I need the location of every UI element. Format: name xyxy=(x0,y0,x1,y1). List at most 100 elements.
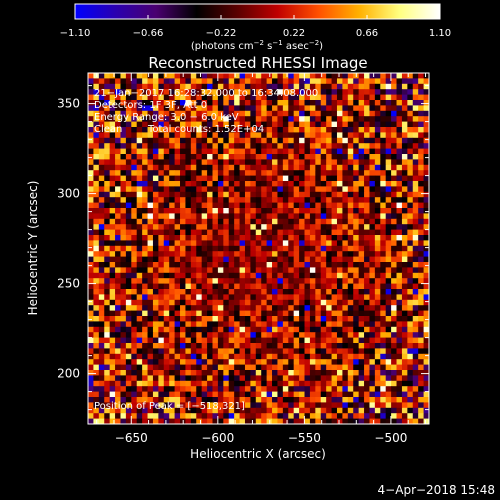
heatmap-cell xyxy=(336,370,343,376)
heatmap-cell xyxy=(196,186,203,193)
heatmap-cell xyxy=(315,294,322,301)
heatmap-cell xyxy=(93,267,100,274)
heatmap-cell xyxy=(163,402,170,409)
heatmap-cell xyxy=(201,370,208,376)
heatmap-cell xyxy=(239,353,246,360)
heatmap-cell xyxy=(207,202,213,209)
heatmap-cell xyxy=(396,316,403,322)
heatmap-cell xyxy=(196,218,203,225)
heatmap-cell xyxy=(125,202,132,209)
heatmap-cell xyxy=(244,132,251,139)
heatmap-cell xyxy=(385,94,392,101)
heatmap-cell xyxy=(109,326,116,333)
heatmap-cell xyxy=(282,208,289,214)
heatmap-cell xyxy=(244,229,251,236)
heatmap-cell xyxy=(180,262,186,268)
heatmap-cell xyxy=(331,267,338,274)
heatmap-cell xyxy=(412,283,419,290)
heatmap-cell xyxy=(104,181,111,187)
heatmap-cell xyxy=(158,137,165,144)
heatmap-cell xyxy=(320,359,327,365)
heatmap-cell xyxy=(93,251,100,257)
heatmap-cell xyxy=(407,267,414,274)
heatmap-cell xyxy=(98,332,105,338)
heatmap-cell xyxy=(201,294,208,301)
heatmap-cell xyxy=(201,159,208,166)
heatmap-cell xyxy=(212,224,219,230)
heatmap-cell xyxy=(326,213,332,220)
x-tick-label-2: −550 xyxy=(288,431,321,445)
heatmap-cell xyxy=(201,380,208,387)
heatmap-cell xyxy=(125,364,132,371)
heatmap-cell xyxy=(261,326,268,333)
heatmap-cell xyxy=(304,386,311,392)
heatmap-cell xyxy=(152,105,159,112)
heatmap-cell xyxy=(266,326,273,333)
heatmap-cell xyxy=(93,283,100,290)
heatmap-cell xyxy=(212,181,219,187)
heatmap-cell xyxy=(169,191,175,198)
heatmap-cell xyxy=(261,353,268,360)
heatmap-cell xyxy=(282,73,289,79)
heatmap-cell xyxy=(364,181,370,187)
heatmap-cell xyxy=(228,418,235,424)
heatmap-cell xyxy=(115,278,121,284)
heatmap-cell xyxy=(180,148,186,155)
heatmap-cell xyxy=(142,337,148,344)
heatmap-cell xyxy=(147,364,154,371)
heatmap-cell xyxy=(174,110,181,117)
heatmap-cell xyxy=(401,332,408,338)
heatmap-cell xyxy=(201,164,208,171)
heatmap-cell xyxy=(207,418,213,424)
colorbar-frame xyxy=(74,3,441,20)
heatmap-cell xyxy=(309,170,316,176)
heatmap-cell xyxy=(336,229,343,236)
heatmap-cell xyxy=(142,407,148,414)
heatmap-cell xyxy=(391,105,397,112)
heatmap-cell xyxy=(152,127,159,133)
heatmap-cell xyxy=(250,305,257,311)
heatmap-cell xyxy=(98,316,105,322)
heatmap-cell xyxy=(185,413,192,419)
heatmap-cell xyxy=(423,127,429,133)
heatmap-cell xyxy=(272,213,278,220)
heatmap-cell xyxy=(272,294,278,301)
heatmap-cell xyxy=(239,83,246,90)
heatmap-cell xyxy=(185,73,192,79)
heatmap-cell xyxy=(266,402,273,409)
heatmap-cell xyxy=(293,148,300,155)
heatmap-cell xyxy=(223,337,230,344)
heatmap-cell xyxy=(228,316,235,322)
heatmap-cell xyxy=(244,148,251,155)
heatmap-cell xyxy=(163,272,170,279)
heatmap-cell xyxy=(88,105,94,112)
heatmap-cell xyxy=(131,208,138,214)
heatmap-cell xyxy=(293,364,300,371)
heatmap-cell xyxy=(163,283,170,290)
heatmap-cell xyxy=(212,197,219,203)
heatmap-cell xyxy=(391,181,397,187)
heatmap-cell xyxy=(266,272,273,279)
heatmap-cell xyxy=(212,73,219,79)
heatmap-cell xyxy=(174,208,181,214)
heatmap-cell xyxy=(266,159,273,166)
heatmap-cell xyxy=(152,402,159,409)
heatmap-cell xyxy=(358,353,365,360)
heatmap-cell xyxy=(98,116,105,122)
heatmap-cell xyxy=(391,186,397,193)
heatmap-cell xyxy=(391,262,397,268)
heatmap-cell xyxy=(266,213,273,220)
heatmap-cell xyxy=(304,148,311,155)
heatmap-cell xyxy=(288,240,295,247)
heatmap-cell xyxy=(255,380,262,387)
heatmap-cell xyxy=(120,294,127,301)
heatmap-cell xyxy=(196,305,203,311)
heatmap-cell xyxy=(152,143,159,149)
heatmap-cell xyxy=(347,181,354,187)
heatmap-cell xyxy=(223,245,230,252)
heatmap-cell xyxy=(331,353,338,360)
heatmap-cell xyxy=(261,278,268,284)
heatmap-cell xyxy=(169,380,175,387)
heatmap-cell xyxy=(331,278,338,284)
heatmap-cell xyxy=(109,110,116,117)
